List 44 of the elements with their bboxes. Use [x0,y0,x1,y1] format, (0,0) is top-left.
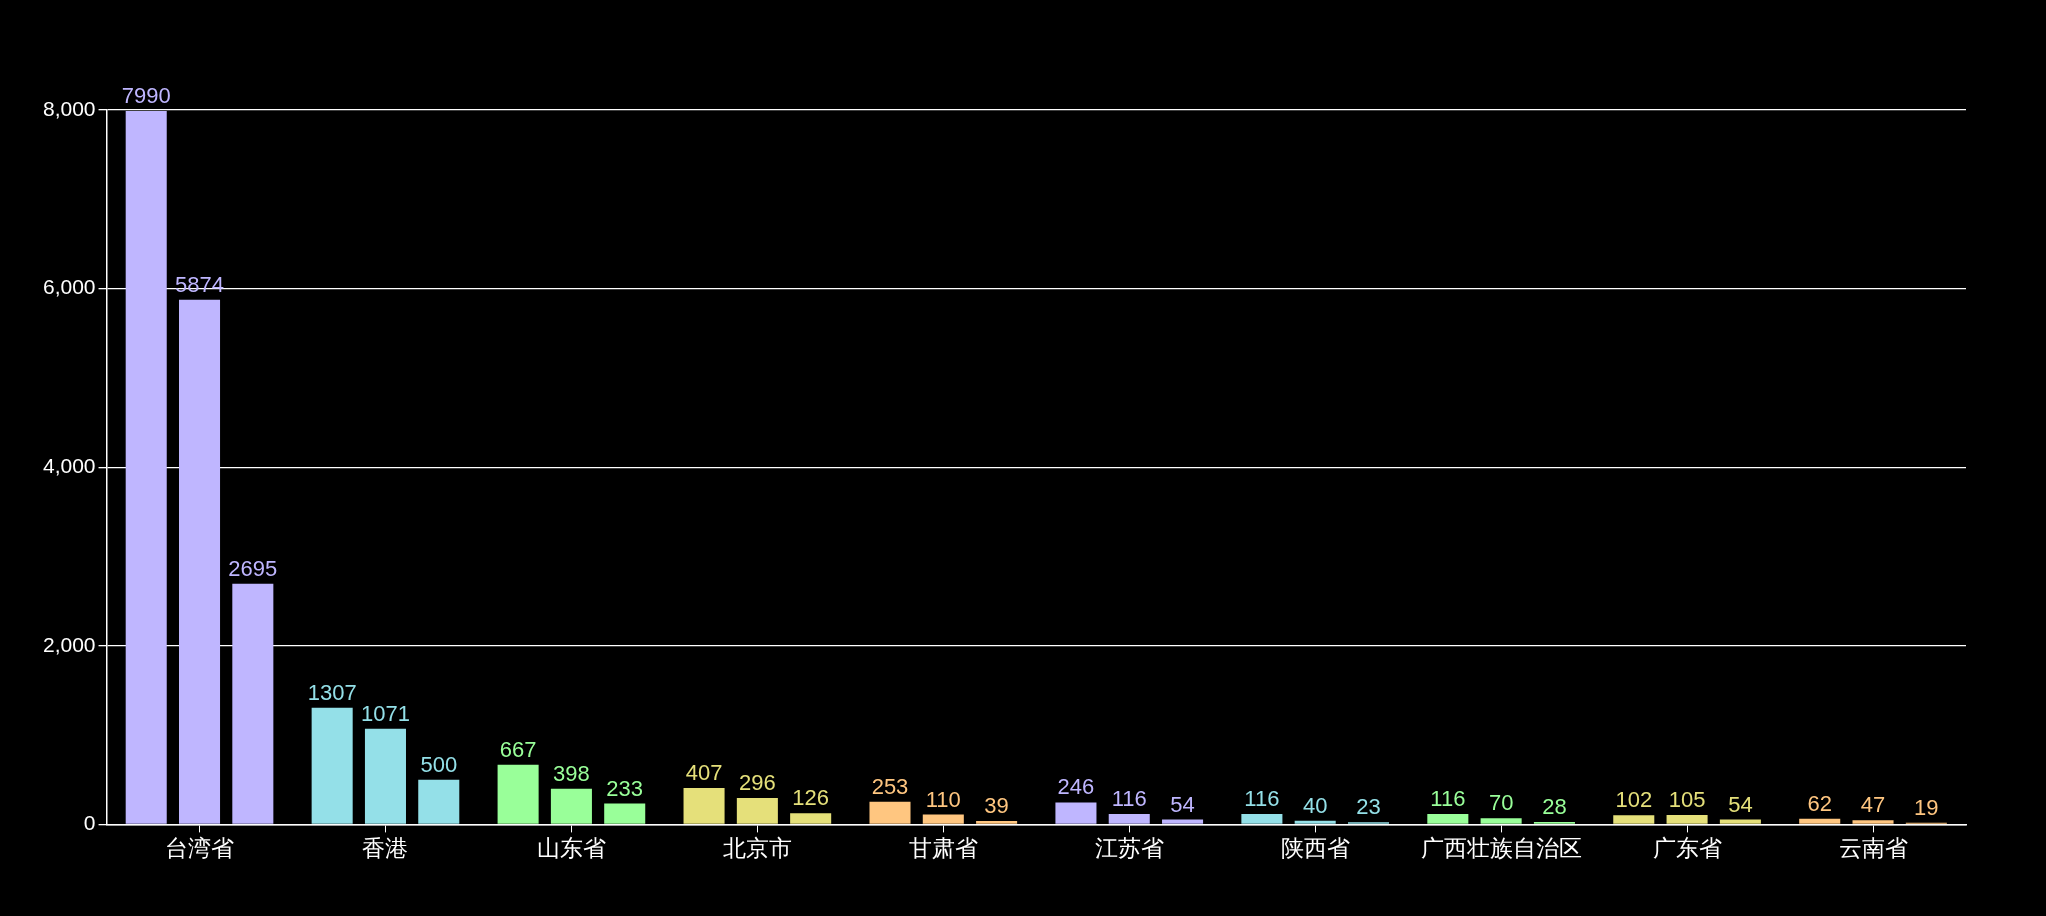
data-label: 398 [553,760,590,786]
data-label: 233 [606,775,644,801]
y-tick-label: 2,000 [42,632,96,656]
x-tick-label: 云南省 [1838,834,1908,861]
data-label: 253 [871,773,909,799]
data-label: 19 [1914,794,1939,820]
x-tick-label: 广东省 [1652,834,1722,861]
data-label: 407 [685,760,723,786]
data-label: 1071 [360,700,410,726]
data-label: 246 [1057,774,1095,800]
x-tick-label: 台湾省 [165,834,235,861]
data-label: 296 [739,770,776,796]
data-label: 70 [1488,790,1514,816]
y-tick-label: 0 [83,811,96,835]
x-tick-label: 江苏省 [1094,834,1164,861]
data-label: 7990 [121,82,171,108]
data-label: 23 [1356,794,1381,820]
y-tick-label: 6,000 [42,275,96,299]
y-tick-label: 4,000 [42,454,96,477]
data-label: 62 [1807,790,1832,816]
data-label: 1307 [307,679,357,705]
x-tick-label: 广西壮族自治区 [1420,834,1582,861]
x-tick-label: 北京市 [722,834,792,861]
data-label: 110 [925,786,961,812]
data-label: 54 [1728,791,1753,817]
y-tick-label: 8,000 [42,96,96,120]
data-label: 126 [792,785,830,811]
data-label: 667 [499,736,537,762]
data-label: 47 [1860,792,1886,818]
data-label: 2695 [228,555,278,581]
data-label: 116 [1244,786,1280,812]
data-label: 500 [420,751,458,777]
x-tick-label: 甘肃省 [908,834,978,861]
data-label: 28 [1542,793,1567,819]
data-label: 116 [1111,786,1147,812]
x-tick-label: 山东省 [536,834,606,861]
data-label: 116 [1430,786,1466,812]
data-label: 39 [984,792,1009,818]
data-label: 40 [1302,792,1328,818]
data-label: 105 [1668,787,1706,813]
x-tick-label: 香港 [362,834,409,861]
data-label: 54 [1170,791,1195,817]
x-tick-label: 陕西省 [1280,834,1350,861]
data-label: 102 [1615,787,1653,813]
